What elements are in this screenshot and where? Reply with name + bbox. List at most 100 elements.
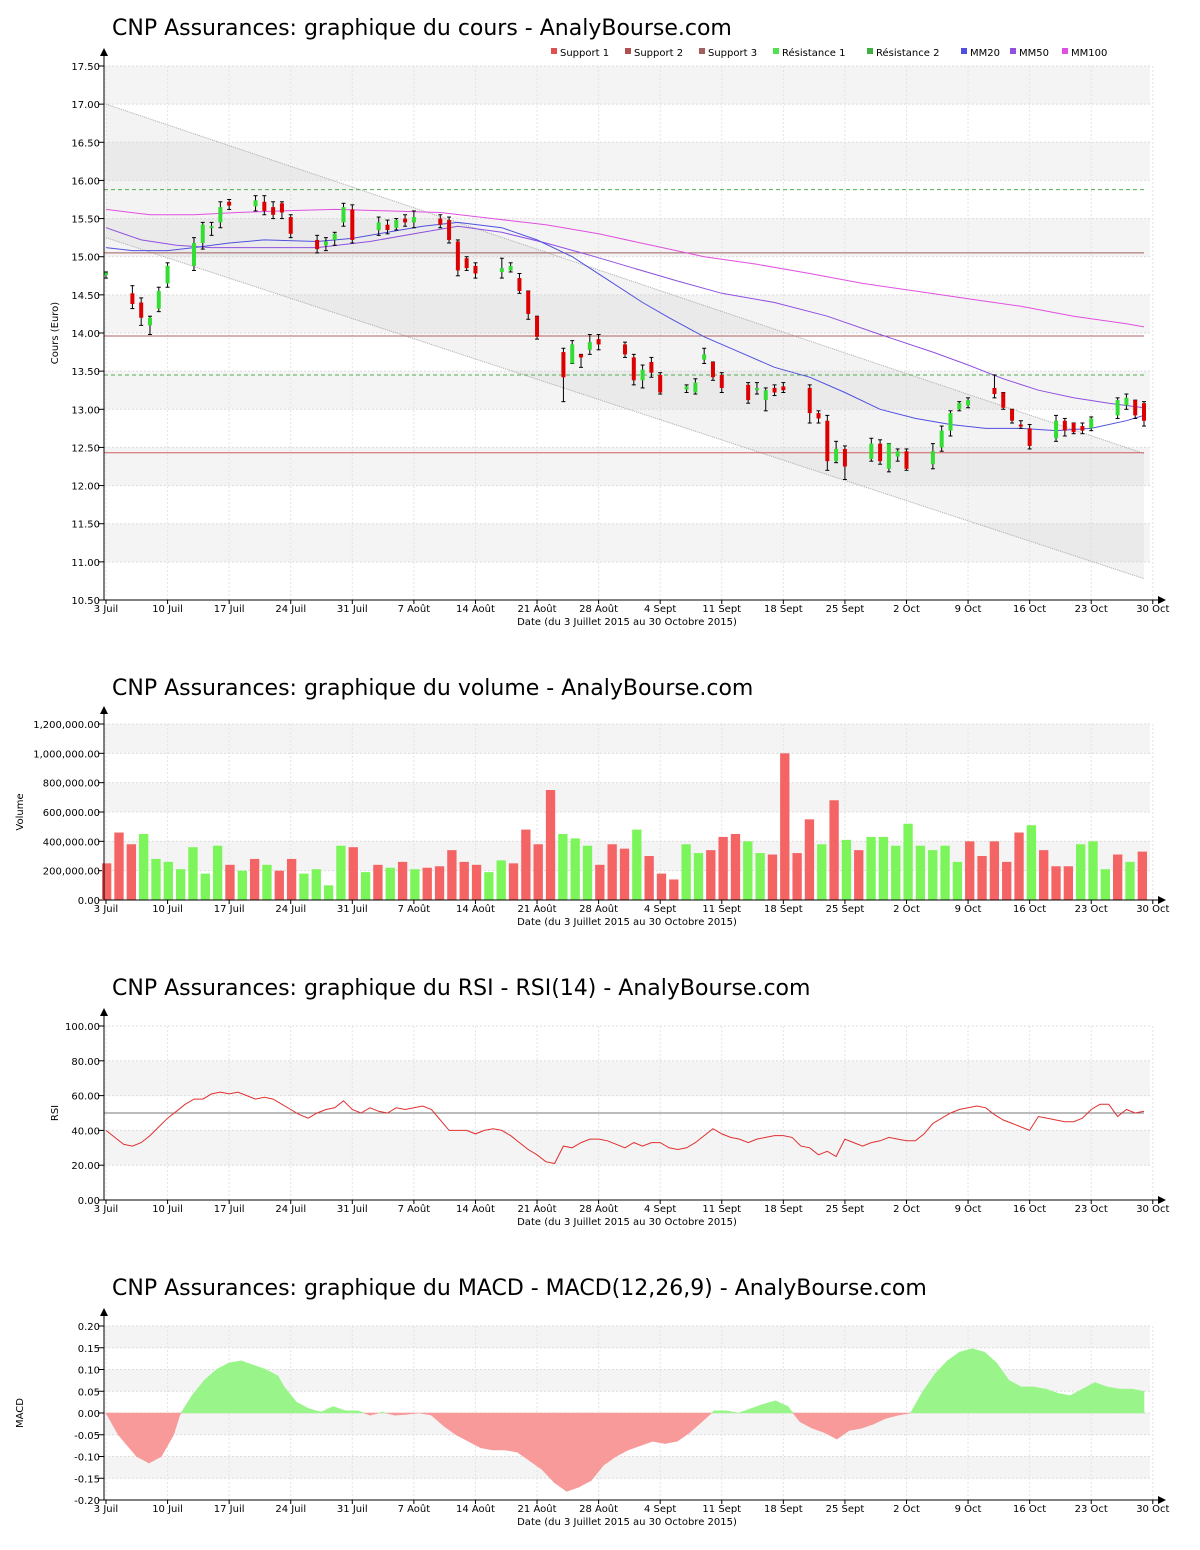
macd-area-segment	[1033, 1386, 1046, 1414]
macd-xtick-label: 25 Sept	[826, 1504, 865, 1515]
rsi-xtick-label: 9 Oct	[955, 1204, 982, 1215]
volume-bar	[915, 845, 926, 900]
macd-area-segment	[1094, 1382, 1108, 1414]
legend-swatch	[699, 48, 705, 54]
price-xtick-label: 10 Juil	[152, 604, 183, 615]
volume-bar	[965, 841, 975, 900]
volume-y-axis-label: Volume	[15, 793, 26, 830]
candle-body	[104, 272, 108, 276]
volume-bar	[397, 861, 408, 900]
candle-body	[1054, 420, 1059, 439]
rsi-xtick-label: 3 Juil	[94, 1204, 118, 1215]
volume-xtick-label: 7 Août	[398, 903, 431, 915]
macd-xtick-label: 24 Juil	[275, 1504, 306, 1515]
volume-bar	[656, 873, 667, 900]
rsi-xtick-label: 28 Août	[579, 1203, 618, 1215]
volume-ytick-label: 0.00	[78, 896, 100, 907]
macd-area-segment	[578, 1412, 592, 1488]
volume-bar	[1014, 832, 1024, 900]
volume-bar	[348, 847, 358, 900]
macd-area-segment	[848, 1412, 862, 1431]
candle-body	[394, 220, 399, 228]
volume-bar	[792, 853, 802, 900]
volume-ytick-label: 800,000.00	[43, 779, 100, 790]
candle-body	[315, 239, 320, 250]
rsi-ytick-label: 40.00	[71, 1126, 100, 1137]
volume-xtick-label: 14 Août	[456, 903, 495, 915]
legend-swatch	[625, 48, 631, 54]
price-band	[104, 66, 1150, 105]
macd-area-segment	[1020, 1386, 1034, 1414]
price-y-axis-label: Cours (Euro)	[50, 302, 61, 365]
macd-area-segment	[228, 1360, 242, 1414]
price-ytick-label: 11.50	[71, 520, 100, 531]
candle-body	[1142, 403, 1146, 421]
price-ytick-label: 14.00	[71, 329, 100, 340]
price-xtick-label: 23 Oct	[1075, 604, 1108, 615]
volume-bar	[102, 863, 112, 900]
volume-bar	[447, 850, 457, 900]
price-ytick-label: 15.00	[71, 253, 100, 264]
rsi-xtick-label: 2 Oct	[893, 1204, 920, 1215]
price-xtick-label: 3 Juil	[94, 604, 118, 615]
volume-xtick-label: 2 Oct	[893, 904, 920, 915]
volume-xtick-label: 9 Oct	[955, 904, 982, 915]
volume-ytick-label: 1,000,000.00	[33, 749, 100, 760]
macd-xtick-label: 10 Juil	[152, 1504, 183, 1515]
volume-bar	[570, 838, 580, 900]
candle-body	[526, 291, 531, 314]
macd-xtick-label: 30 Oct	[1136, 1504, 1169, 1515]
candle-body	[957, 403, 962, 410]
macd-area-segment	[787, 1405, 794, 1414]
candle-body	[1080, 426, 1085, 431]
candle-body	[1001, 392, 1006, 408]
macd-xtick-label: 11 Sept	[702, 1504, 741, 1515]
volume-bar	[1063, 866, 1074, 900]
price-xtick-label: 4 Sept	[644, 604, 676, 615]
macd-area-segment	[504, 1412, 518, 1453]
volume-bar	[989, 841, 1000, 900]
macd-y-axis-arrow	[100, 1308, 108, 1316]
price-xtick-label: 7 Août	[398, 603, 431, 615]
volume-bar	[360, 872, 371, 900]
volume-bar	[138, 834, 149, 900]
macd-area-segment	[308, 1408, 322, 1414]
volume-xtick-label: 18 Sept	[764, 904, 803, 915]
price-ytick-label: 17.50	[71, 62, 100, 73]
volume-bar	[928, 850, 938, 900]
volume-bar	[521, 829, 531, 900]
macd-y-axis-label: MACD	[15, 1398, 26, 1428]
volume-bar	[471, 864, 482, 900]
volume-bar	[385, 867, 395, 900]
rsi-xtick-label: 11 Sept	[702, 1204, 741, 1215]
volume-xtick-label: 3 Juil	[94, 904, 118, 915]
macd-area-segment	[664, 1412, 678, 1444]
volume-xtick-label: 25 Sept	[826, 904, 865, 915]
candle-body	[332, 233, 337, 240]
price-ytick-label: 13.00	[71, 405, 100, 416]
macd-area-segment	[296, 1401, 309, 1414]
price-xtick-label: 9 Oct	[955, 604, 982, 615]
macd-ytick-label: -0.15	[74, 1474, 100, 1485]
candle-body	[1071, 423, 1076, 433]
macd-area-segment	[959, 1348, 973, 1414]
volume-band	[104, 724, 1150, 754]
macd-area-segment	[910, 1390, 924, 1414]
volume-bar	[262, 864, 272, 900]
candle-body	[455, 241, 460, 271]
macd-area-segment	[265, 1369, 279, 1414]
macd-xtick-label: 3 Juil	[94, 1504, 118, 1515]
rsi-line	[105, 1091, 1145, 1165]
macd-xtick-label: 23 Oct	[1075, 1504, 1108, 1515]
candle-body	[693, 382, 698, 393]
volume-ytick-label: 400,000.00	[43, 837, 100, 848]
volume-bar	[582, 845, 593, 900]
macd-xtick-label: 7 Août	[398, 1503, 431, 1515]
macd-xtick-label: 21 Août	[518, 1503, 557, 1515]
volume-bar	[595, 864, 605, 900]
volume-bar	[1100, 869, 1111, 900]
volume-bar	[225, 864, 235, 900]
trend-channel-upper	[105, 103, 1145, 455]
candle-body	[807, 387, 812, 414]
